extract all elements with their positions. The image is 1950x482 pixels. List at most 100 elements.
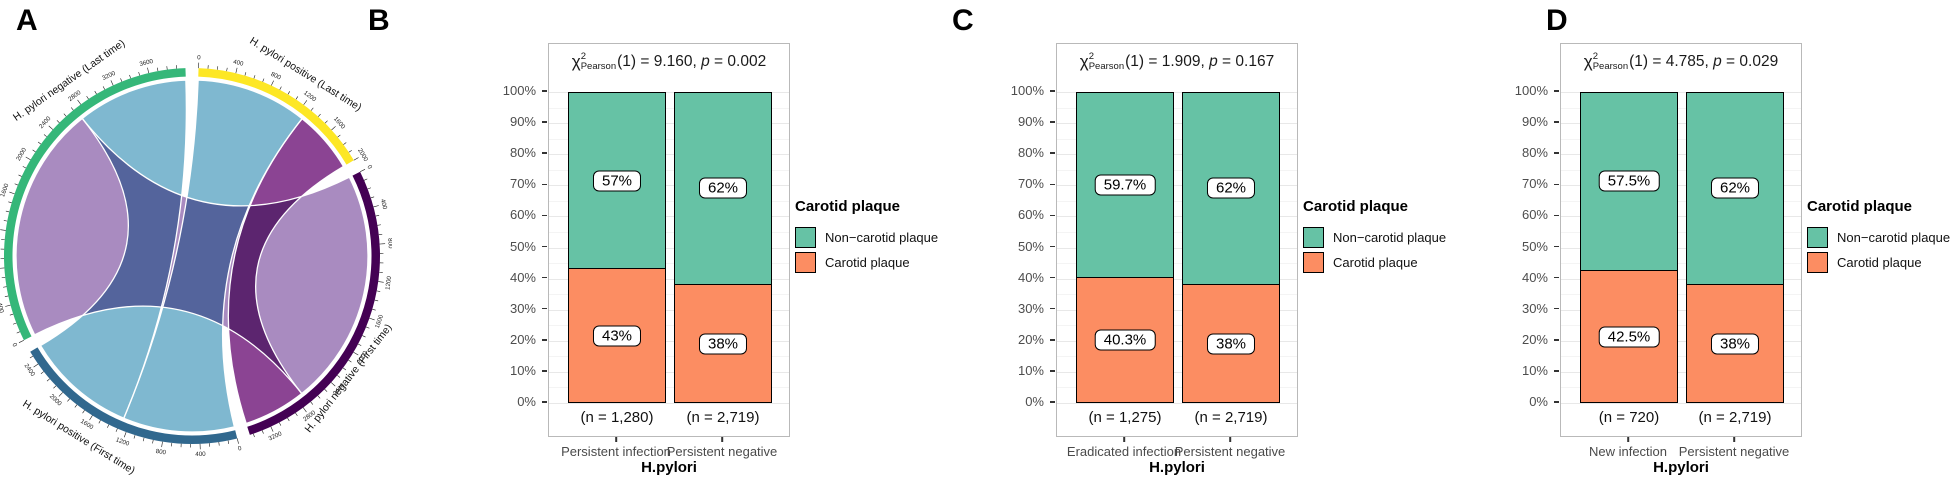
y-tick-mark	[1050, 183, 1055, 186]
y-tick-mark	[542, 307, 547, 310]
gridline	[1561, 263, 1801, 265]
n-row: (n = 1,280) (n = 2,719)	[549, 409, 789, 429]
x-category: Persistent negative	[1678, 444, 1790, 459]
chord-tick	[147, 67, 150, 74]
chord-tick	[357, 343, 362, 346]
plot-area: χ 2 Pearson (1) = 4.785, p = 0.029 57.5% 42.…	[1560, 43, 1802, 437]
chord-tick	[359, 169, 366, 173]
x-category: Persistent negative	[1174, 444, 1286, 459]
legend-item: Carotid plaque	[795, 252, 965, 273]
gridline	[1057, 123, 1297, 125]
gridline	[1561, 138, 1801, 140]
chord-tick-label: 3600	[139, 58, 155, 68]
chord-tick	[29, 355, 34, 359]
chord-tick	[18, 174, 22, 177]
chord-tick	[16, 331, 21, 334]
panel-letter-a: A	[16, 4, 38, 37]
legend-swatch-non-carotid	[795, 227, 816, 248]
x-tick-mark	[721, 437, 723, 442]
y-tick-label: 50%	[509, 238, 536, 254]
gridline	[549, 154, 789, 156]
y-tick-mark	[1050, 339, 1055, 341]
chord-tick	[129, 74, 131, 79]
chord-tick	[3, 286, 7, 288]
chord-tick-label: 1600	[0, 182, 11, 198]
chord-tick-label: 1200	[115, 436, 131, 448]
chord-tick	[337, 375, 341, 378]
percent-label: 38%	[1710, 333, 1760, 355]
chord-tick	[123, 431, 127, 438]
panel-letter-d: D	[1546, 4, 1568, 37]
legend-item: Carotid plaque	[1807, 252, 1950, 273]
x-tick-mark	[1229, 437, 1231, 442]
x-tick-mark	[1733, 437, 1735, 442]
panel-b-barchart: 0% 10% 20% 30% 40% 50% 60% 70% 80% 90% 100% χ 2 Pear…	[493, 0, 963, 482]
y-tick-mark	[1554, 183, 1559, 186]
chord-tick	[226, 67, 228, 72]
gridline	[1057, 309, 1297, 311]
chord-tick	[77, 99, 82, 105]
chord-tick	[295, 96, 299, 100]
gridline	[1561, 247, 1801, 249]
chord-tick-label: 2000	[356, 147, 369, 163]
n-label: (n = 2,719)	[1194, 409, 1268, 426]
gridline	[1057, 185, 1297, 187]
legend-swatch-carotid	[795, 252, 816, 273]
chord-tick	[235, 67, 238, 74]
panel-letter-c: C	[952, 4, 974, 37]
y-tick-label: 60%	[509, 207, 536, 223]
gridline	[549, 92, 789, 93]
chord-tick	[278, 422, 282, 426]
y-tick-mark	[1050, 245, 1055, 248]
chord-tick	[56, 120, 60, 123]
chord-tick	[94, 90, 97, 95]
gridline	[1561, 123, 1801, 125]
y-tick-mark	[542, 245, 547, 248]
percent-label: 40.3%	[1094, 329, 1156, 351]
gridline	[1057, 231, 1297, 233]
y-tick-label: 40%	[1521, 269, 1548, 285]
gridline	[1057, 216, 1297, 218]
percent-label: 38%	[698, 333, 748, 355]
bars-area: 57% 43% 62% 38%	[549, 92, 789, 404]
gridline	[1561, 216, 1801, 218]
gridline	[549, 169, 789, 171]
legend-title: Carotid plaque	[1303, 198, 1409, 215]
percent-label: 59.7%	[1094, 174, 1156, 196]
chord-tick	[22, 166, 27, 169]
y-tick-mark	[542, 370, 547, 372]
chord-tick	[271, 80, 274, 86]
chord-tick-label: 400	[195, 451, 206, 458]
chord-tick-label: 800	[386, 238, 392, 249]
chord-tick	[142, 437, 145, 442]
chord-tick	[98, 420, 101, 424]
y-tick-mark	[1050, 307, 1055, 310]
gridline	[1561, 325, 1801, 327]
x-category: Persistent negative	[666, 444, 778, 459]
y-tick-mark	[1554, 276, 1559, 279]
gridline	[1561, 294, 1801, 296]
percent-label: 42.5%	[1598, 326, 1660, 348]
percent-label: 57%	[592, 170, 642, 192]
legend-swatch-non-carotid	[1303, 227, 1324, 248]
chord-tick	[115, 428, 118, 432]
gridline	[1057, 154, 1297, 156]
n-label: (n = 1,275)	[1088, 409, 1162, 426]
chord-tick-label: 400	[232, 58, 244, 67]
chord-tick	[63, 113, 67, 117]
gridline	[1057, 403, 1297, 404]
gridline	[549, 340, 789, 342]
plot-area: χ 2 Pearson (1) = 9.160, p = 0.002 57% 43% 62…	[548, 43, 790, 437]
gridline	[1057, 263, 1297, 265]
legend-title: Carotid plaque	[795, 198, 901, 215]
gridline	[1561, 169, 1801, 171]
y-tick-mark	[542, 152, 547, 154]
chord-tick	[82, 410, 85, 414]
x-ticks	[548, 437, 790, 443]
chord-tick-label: 400	[379, 198, 389, 210]
chord-tick	[253, 75, 256, 79]
legend: Carotid plaque Non−carotid plaque Caroti…	[795, 198, 965, 277]
y-tick-label: 90%	[509, 114, 536, 130]
chord-tick	[110, 80, 114, 86]
